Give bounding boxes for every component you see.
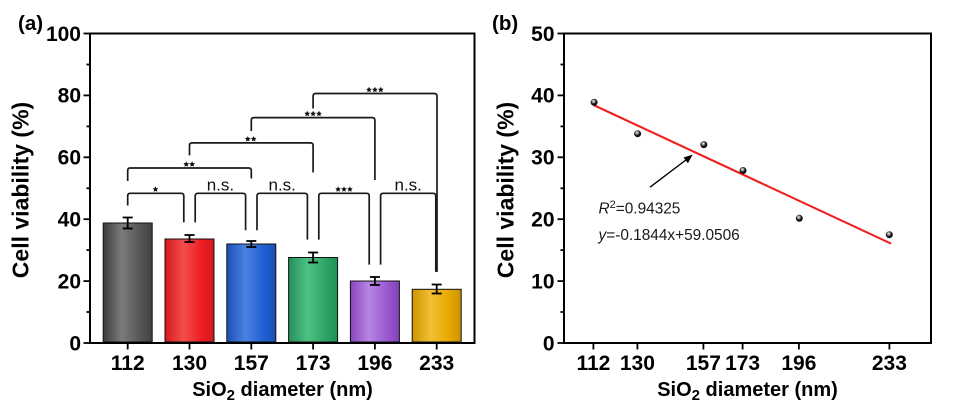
svg-text:n.s.: n.s. <box>394 176 421 195</box>
svg-text:30: 30 <box>531 147 554 170</box>
svg-text:SiO2 diameter (nm): SiO2 diameter (nm) <box>657 379 838 404</box>
svg-text:40: 40 <box>58 209 81 232</box>
svg-text:112: 112 <box>576 352 610 375</box>
svg-text:157: 157 <box>234 352 269 375</box>
svg-text:112: 112 <box>111 352 145 375</box>
svg-text:SiO2 diameter (nm): SiO2 diameter (nm) <box>192 379 373 404</box>
svg-text:Cell viability (%): Cell viability (%) <box>7 102 33 278</box>
svg-text:173: 173 <box>725 352 760 375</box>
svg-text:Cell viability (%): Cell viability (%) <box>493 102 519 278</box>
svg-text:(b): (b) <box>492 12 518 35</box>
svg-text:130: 130 <box>620 352 655 375</box>
svg-text:y=-0.1844x+59.0506: y=-0.1844x+59.0506 <box>598 227 740 244</box>
svg-text:40: 40 <box>531 85 554 108</box>
svg-text:n.s.: n.s. <box>207 176 234 195</box>
svg-text:157: 157 <box>686 352 721 375</box>
svg-text:0: 0 <box>69 332 81 355</box>
svg-text:60: 60 <box>58 147 81 170</box>
svg-text:80: 80 <box>58 85 81 108</box>
svg-text:0: 0 <box>543 332 555 355</box>
svg-text:100: 100 <box>46 23 81 46</box>
svg-text:n.s.: n.s. <box>268 176 295 195</box>
svg-text:20: 20 <box>531 209 554 232</box>
svg-text:50: 50 <box>531 23 554 46</box>
svg-text:R2=0.94325: R2=0.94325 <box>599 199 681 218</box>
svg-text:233: 233 <box>872 352 907 375</box>
svg-text:196: 196 <box>357 352 392 375</box>
svg-text:196: 196 <box>781 352 816 375</box>
svg-text:130: 130 <box>172 352 207 375</box>
svg-text:173: 173 <box>296 352 331 375</box>
svg-text:233: 233 <box>419 352 454 375</box>
svg-text:20: 20 <box>58 270 81 293</box>
svg-text:10: 10 <box>531 270 554 293</box>
svg-text:(a): (a) <box>18 12 43 35</box>
